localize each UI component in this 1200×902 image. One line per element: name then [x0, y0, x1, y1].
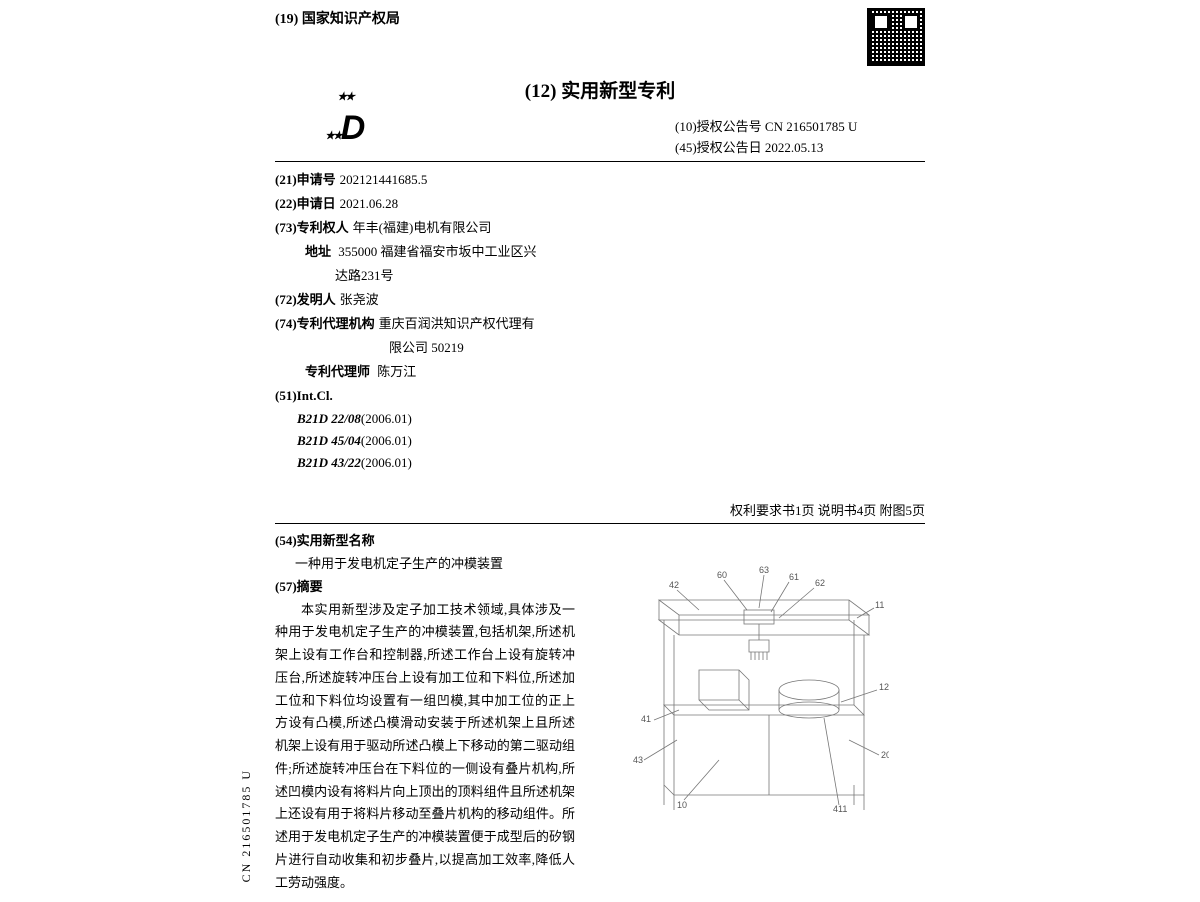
fig-label: 63 — [759, 565, 769, 575]
abstract-column: (54)实用新型名称 一种用于发电机定子生产的冲模装置 (57)摘要 本实用新型… — [275, 530, 575, 894]
divider — [275, 523, 925, 524]
qr-code-icon — [867, 8, 925, 66]
app-date-label: (22)申请日 — [275, 192, 336, 216]
pub-number-label: (10)授权公告号 — [675, 119, 762, 134]
agency-line2: 限公司 50219 — [389, 340, 464, 355]
assignee: 年丰(福建)电机有限公司 — [353, 216, 492, 240]
app-no-label: (21)申请号 — [275, 168, 336, 192]
fig-label: 43 — [633, 755, 643, 765]
address-label: 地址 — [305, 244, 331, 259]
app-no: 202121441685.5 — [340, 168, 428, 192]
page-counts: 权利要求书1页 说明书4页 附图5页 — [275, 500, 925, 519]
fig-label: 20 — [881, 750, 889, 760]
fig-label: 10 — [677, 800, 687, 810]
side-publication-number: CN 216501785 U — [239, 769, 254, 882]
ipc-label: (51)Int.Cl. — [275, 384, 333, 408]
fig-label: 41 — [641, 714, 651, 724]
assignee-label: (73)专利权人 — [275, 216, 349, 240]
ipc-year: (2006.01) — [361, 411, 412, 426]
fig-label: 11 — [875, 600, 884, 610]
patent-page: (19) 国家知识产权局 ★★★★D (12) 实用新型专利 (10)授权公告号… — [275, 0, 925, 902]
publication-info: (10)授权公告号 CN 216501785 U (45)授权公告日 2022.… — [675, 117, 925, 159]
authority-name: (19) 国家知识产权局 — [275, 8, 400, 28]
inventor-label: (72)发明人 — [275, 288, 336, 312]
cnipa-logo-icon: ★★★★D — [325, 70, 365, 148]
lower-section: (54)实用新型名称 一种用于发电机定子生产的冲模装置 (57)摘要 本实用新型… — [275, 530, 925, 894]
inventor: 张尧波 — [340, 288, 379, 312]
address-line2: 达路231号 — [335, 268, 394, 283]
fig-label: 62 — [815, 578, 825, 588]
fig-label: 60 — [717, 570, 727, 580]
ipc-code: B21D 45/04 — [297, 433, 361, 448]
patent-figure: 42 60 63 61 62 11 41 43 10 12 20 411 — [629, 560, 889, 820]
fig-label: 12 — [879, 682, 889, 692]
abstract-label: (57)摘要 — [275, 576, 575, 599]
title-row: ★★★★D (12) 实用新型专利 — [275, 76, 925, 103]
header: (19) 国家知识产权局 — [275, 8, 925, 66]
pub-date: 2022.05.13 — [765, 140, 824, 155]
figure-column: 42 60 63 61 62 11 41 43 10 12 20 411 — [593, 530, 925, 894]
pub-number: CN 216501785 U — [765, 119, 857, 134]
ipc-code: B21D 22/08 — [297, 411, 361, 426]
ipc-list: B21D 22/08(2006.01) B21D 45/04(2006.01) … — [275, 408, 925, 474]
agency-line1: 重庆百润洪知识产权代理有 — [379, 312, 535, 336]
agent-label: 专利代理师 — [305, 364, 370, 379]
document-type: (12) 实用新型专利 — [525, 76, 675, 103]
app-date: 2021.06.28 — [340, 192, 399, 216]
ipc-year: (2006.01) — [361, 455, 412, 470]
invention-title: 一种用于发电机定子生产的冲模装置 — [275, 553, 575, 576]
ipc-year: (2006.01) — [361, 433, 412, 448]
fig-label: 61 — [789, 572, 799, 582]
ipc-code: B21D 43/22 — [297, 455, 361, 470]
bibliographic-fields: (21)申请号 202121441685.5 (22)申请日 2021.06.2… — [275, 168, 925, 475]
address-line1: 355000 福建省福安市坂中工业区兴 — [338, 244, 536, 259]
divider — [275, 161, 925, 162]
fig-label: 411 — [833, 804, 847, 814]
pub-date-label: (45)授权公告日 — [675, 140, 762, 155]
title-section-label: (54)实用新型名称 — [275, 530, 575, 553]
fig-label: 42 — [669, 580, 679, 590]
abstract-body: 本实用新型涉及定子加工技术领域,具体涉及一种用于发电机定子生产的冲模装置,包括机… — [275, 599, 575, 895]
agent: 陈万江 — [377, 364, 416, 379]
agency-label: (74)专利代理机构 — [275, 312, 375, 336]
